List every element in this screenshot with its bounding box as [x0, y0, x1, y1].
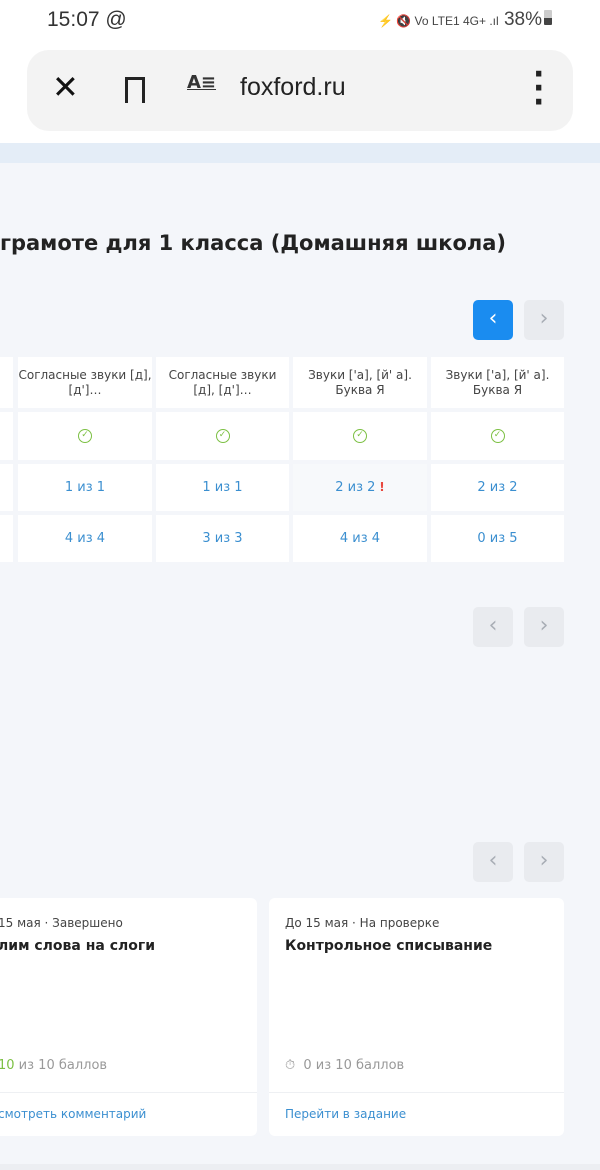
time-text: 15:07: [47, 8, 100, 31]
score-link[interactable]: 1 из 1: [64, 480, 106, 495]
tasks-next-button[interactable]: ›: [524, 842, 564, 882]
signal-icons: ⚡ 🔇 Vo LTE1 4G+ .ıl: [377, 14, 499, 28]
check-circle-icon: ✓: [215, 429, 230, 443]
divider: [0, 1092, 257, 1093]
url-text[interactable]: foxford.ru: [240, 73, 346, 101]
view-comment-link[interactable]: смотреть комментарий: [0, 1107, 147, 1121]
site-header: [0, 143, 600, 163]
score-cell[interactable]: 3 из 3: [156, 515, 289, 562]
open-task-link[interactable]: Перейти в задание: [285, 1107, 407, 1121]
score-rest: из 10 баллов: [14, 1058, 108, 1073]
task-score: ⏱ 0 из 10 баллов: [285, 1058, 404, 1073]
page-title: грамоте для 1 класса (Домашняя школа): [0, 231, 507, 255]
score-link[interactable]: 4 из 4: [339, 531, 381, 546]
score-rest: 0 из 10 баллов: [303, 1058, 405, 1073]
attendance-cell: ✓: [293, 412, 427, 460]
score-link[interactable]: 2 из 2: [477, 480, 518, 495]
score-cell[interactable]: 1 из 1: [18, 464, 152, 511]
tasks-prev-button[interactable]: ‹: [473, 842, 513, 882]
task-score: 10 из 10 баллов: [0, 1058, 107, 1073]
stopwatch-icon: ⏱: [285, 1058, 296, 1073]
score-cell[interactable]: 1 из 1: [156, 464, 289, 511]
task-card[interactable]: 15 мая · Завершено лим слова на слоги 10…: [0, 898, 257, 1136]
check-circle-icon: ✓: [78, 429, 92, 443]
address-bar[interactable]: ✕ A≡ foxford.ru · · ·: [27, 50, 573, 131]
table-cell: [0, 357, 13, 408]
warning-icon: !: [379, 480, 385, 494]
score-cell[interactable]: 2 из 2: [431, 464, 564, 511]
score-cell[interactable]: 4 из 4: [18, 515, 152, 562]
battery-level: 38%: [503, 9, 542, 30]
task-meta: 15 мая · Завершено: [0, 916, 123, 930]
status-bar: 15:07 @ ⚡ 🔇 Vo LTE1 4G+ .ıl 38%: [0, 0, 600, 44]
attendance-cell: ✓: [156, 412, 289, 460]
column-header[interactable]: Согласные звуки [д], [д']…: [156, 357, 289, 408]
battery-icon: [544, 10, 552, 25]
footer-edge: [0, 1164, 600, 1170]
attendance-cell: ✓: [431, 412, 564, 460]
at-icon: @: [105, 8, 127, 31]
table-prev-button[interactable]: ‹: [473, 300, 513, 340]
table-cell: [0, 412, 13, 460]
score-link[interactable]: 2 из 2: [335, 480, 376, 495]
table-next-button[interactable]: ›: [524, 300, 564, 340]
task-title[interactable]: лим слова на слоги: [0, 938, 156, 954]
score-value: 10: [0, 1058, 15, 1073]
score-cell[interactable]: 0 из 5: [431, 515, 564, 562]
score-link[interactable]: 4 из 4: [64, 531, 106, 546]
column-header[interactable]: Согласные звуки [д], [д']…: [18, 357, 152, 408]
check-circle-icon: ✓: [353, 429, 367, 443]
score-cell[interactable]: 4 из 4: [293, 515, 427, 562]
close-icon[interactable]: ✕: [52, 68, 79, 106]
column-header[interactable]: Звуки ['а], [й' а]. Буква Я: [293, 357, 427, 408]
attendance-cell: ✓: [18, 412, 152, 460]
score-link[interactable]: 3 из 3: [202, 531, 243, 546]
score-link[interactable]: 0 из 5: [477, 531, 518, 546]
task-meta: До 15 мая · На проверке: [285, 916, 440, 930]
divider: [269, 1092, 564, 1093]
score-cell[interactable]: 2 из 2 !: [293, 464, 427, 511]
section2-next-button[interactable]: ›: [524, 607, 564, 647]
status-time: 15:07 @: [47, 8, 127, 32]
bookmark-icon[interactable]: [125, 77, 145, 103]
table-cell: [0, 515, 13, 562]
status-icons: ⚡ 🔇 Vo LTE1 4G+ .ıl 38%: [378, 9, 552, 31]
more-menu-icon[interactable]: · · ·: [533, 57, 545, 120]
check-circle-icon: ✓: [490, 429, 505, 443]
table-cell: [0, 464, 13, 511]
section2-prev-button[interactable]: ‹: [473, 607, 513, 647]
score-link[interactable]: 1 из 1: [202, 480, 243, 495]
reader-mode-icon[interactable]: A≡: [187, 72, 217, 93]
column-header[interactable]: Звуки ['а], [й' а]. Буква Я: [431, 357, 564, 408]
task-title[interactable]: Контрольное списывание: [285, 938, 493, 954]
task-card[interactable]: До 15 мая · На проверке Контрольное спис…: [269, 898, 564, 1136]
